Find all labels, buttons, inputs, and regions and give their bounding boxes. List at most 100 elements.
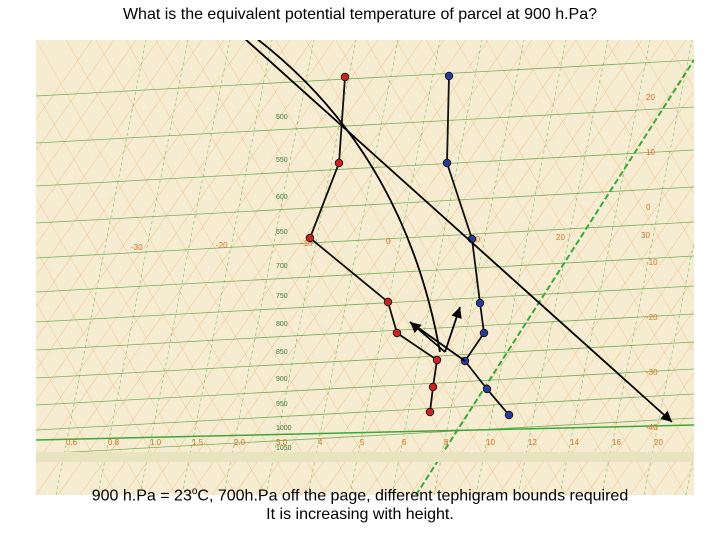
isobar-line [36,341,694,379]
isobar-line [36,186,694,224]
mixing-ratio-line [223,40,315,495]
mixing-ratio-label: 16 [612,438,621,447]
mixing-ratio-line [181,40,273,495]
mixing-ratio-line [265,40,357,495]
theta-label: -10 [646,258,658,267]
theta-grid-line [365,40,687,495]
pressure-label: 950 [276,401,288,408]
pressure-label: 850 [276,349,288,356]
theta-grid-line [36,40,357,495]
theta-grid-line [189,40,511,495]
pressure-label: 700 [276,263,288,270]
chart-background [36,40,694,495]
isotherm-grid-line [515,40,694,353]
isotherm-grid-line [36,301,147,495]
mixing-ratio-label: 1.0 [150,438,162,447]
isotherm-grid-line [36,40,297,495]
theta-grid-line [36,40,269,371]
mixing-ratio-label: 0.6 [66,438,78,447]
temperature-point [392,328,402,338]
dry-adiabat-arrow [244,40,673,423]
theta-grid-line [167,40,489,495]
isotherm-grid-line [36,354,117,495]
sounding-profile-layer [305,71,514,420]
theta-grid-line [343,40,665,495]
theta-label: 20 [646,93,655,102]
isotherm-grid-line [605,40,694,195]
temperature-point [425,407,435,417]
dewpoint-point [482,384,492,394]
temperature-point [334,158,344,168]
theta-grid-line [36,40,159,214]
temperature-label: 20 [556,233,565,242]
theta-label: -40 [646,423,658,432]
theta-grid-line [233,40,555,495]
mixing-ratio-line [307,40,399,495]
question-title: What is the equivalent potential tempera… [122,6,598,23]
freezing-isotherm-line [415,59,694,495]
mixing-ratio-line [391,40,483,495]
pressure-label: 800 [276,321,288,328]
temperature-label: -30 [131,243,143,252]
dewpoint-point [444,71,454,81]
theta-grid-line [629,403,694,495]
isotherm-grid-line [575,40,694,248]
mixing-ratio-label: 20 [654,438,663,447]
mixing-ratio-label: 0.8 [108,438,120,447]
isotherm-grid-line [95,40,357,495]
mixing-ratio-label: 14 [570,438,579,447]
isotherm-grid-line [275,40,537,495]
isotherm-grid-line [36,249,177,495]
isobar-line [36,255,694,293]
theta-grid-line [123,40,445,495]
isobar-line [36,285,694,323]
mixing-ratio-label: 4 [318,438,323,447]
pressure-label: 500 [276,114,288,121]
temperature-label: -20 [216,241,228,250]
mixing-ratio-line [97,40,189,495]
isotherm-grid-line [125,40,387,495]
degree-symbol: o [191,486,198,497]
theta-grid-line [255,40,577,495]
isotherm-grid-line [335,40,597,495]
theta-grid-line [36,40,225,308]
theta-grid-line [387,59,694,495]
mixing-ratio-label: 10 [486,438,495,447]
pressure-label: 600 [276,194,288,201]
surface-isobar-line [36,424,694,441]
mixing-ratio-line [517,40,609,495]
theta-grid-line [431,122,694,495]
theta-grid-line [541,278,694,495]
theta-grid-line [211,40,533,495]
theta-grid-line [79,40,401,495]
isotherm-grid-line [36,196,207,495]
mixing-ratio-label: 8 [444,438,449,447]
temperature-point [432,355,442,365]
theta-grid-line [36,40,203,277]
theta-label: -30 [646,368,658,377]
moist-adiabat-curve [256,40,441,353]
dewpoint-point [504,410,514,420]
answer-caption: 900 h.Pa = 23oC, 700h.Pa off the page, d… [0,482,720,524]
grid-layer [36,40,694,495]
theta-grid-line [36,40,335,465]
bottom-band [36,452,694,462]
theta-grid-line [145,40,467,495]
theta-grid-line [36,40,137,183]
theta-grid-line [36,40,93,121]
temperature-label: -10 [301,239,313,248]
isotherm-grid-line [155,40,417,495]
mixing-ratio-label: 6 [402,438,407,447]
pressure-label: 650 [276,229,288,236]
lcl-connector-line [409,321,466,362]
isotherm-grid-line [65,40,327,495]
isotherm-grid-line [185,40,447,495]
temperature-point [340,72,350,82]
theta-grid-line [409,90,694,495]
theta-grid-line [36,40,181,246]
isobar-line [36,221,694,259]
isobar-line [36,59,694,97]
theta-grid-line [475,184,694,495]
theta-grid-line [299,40,621,495]
isobar-line [36,393,694,431]
